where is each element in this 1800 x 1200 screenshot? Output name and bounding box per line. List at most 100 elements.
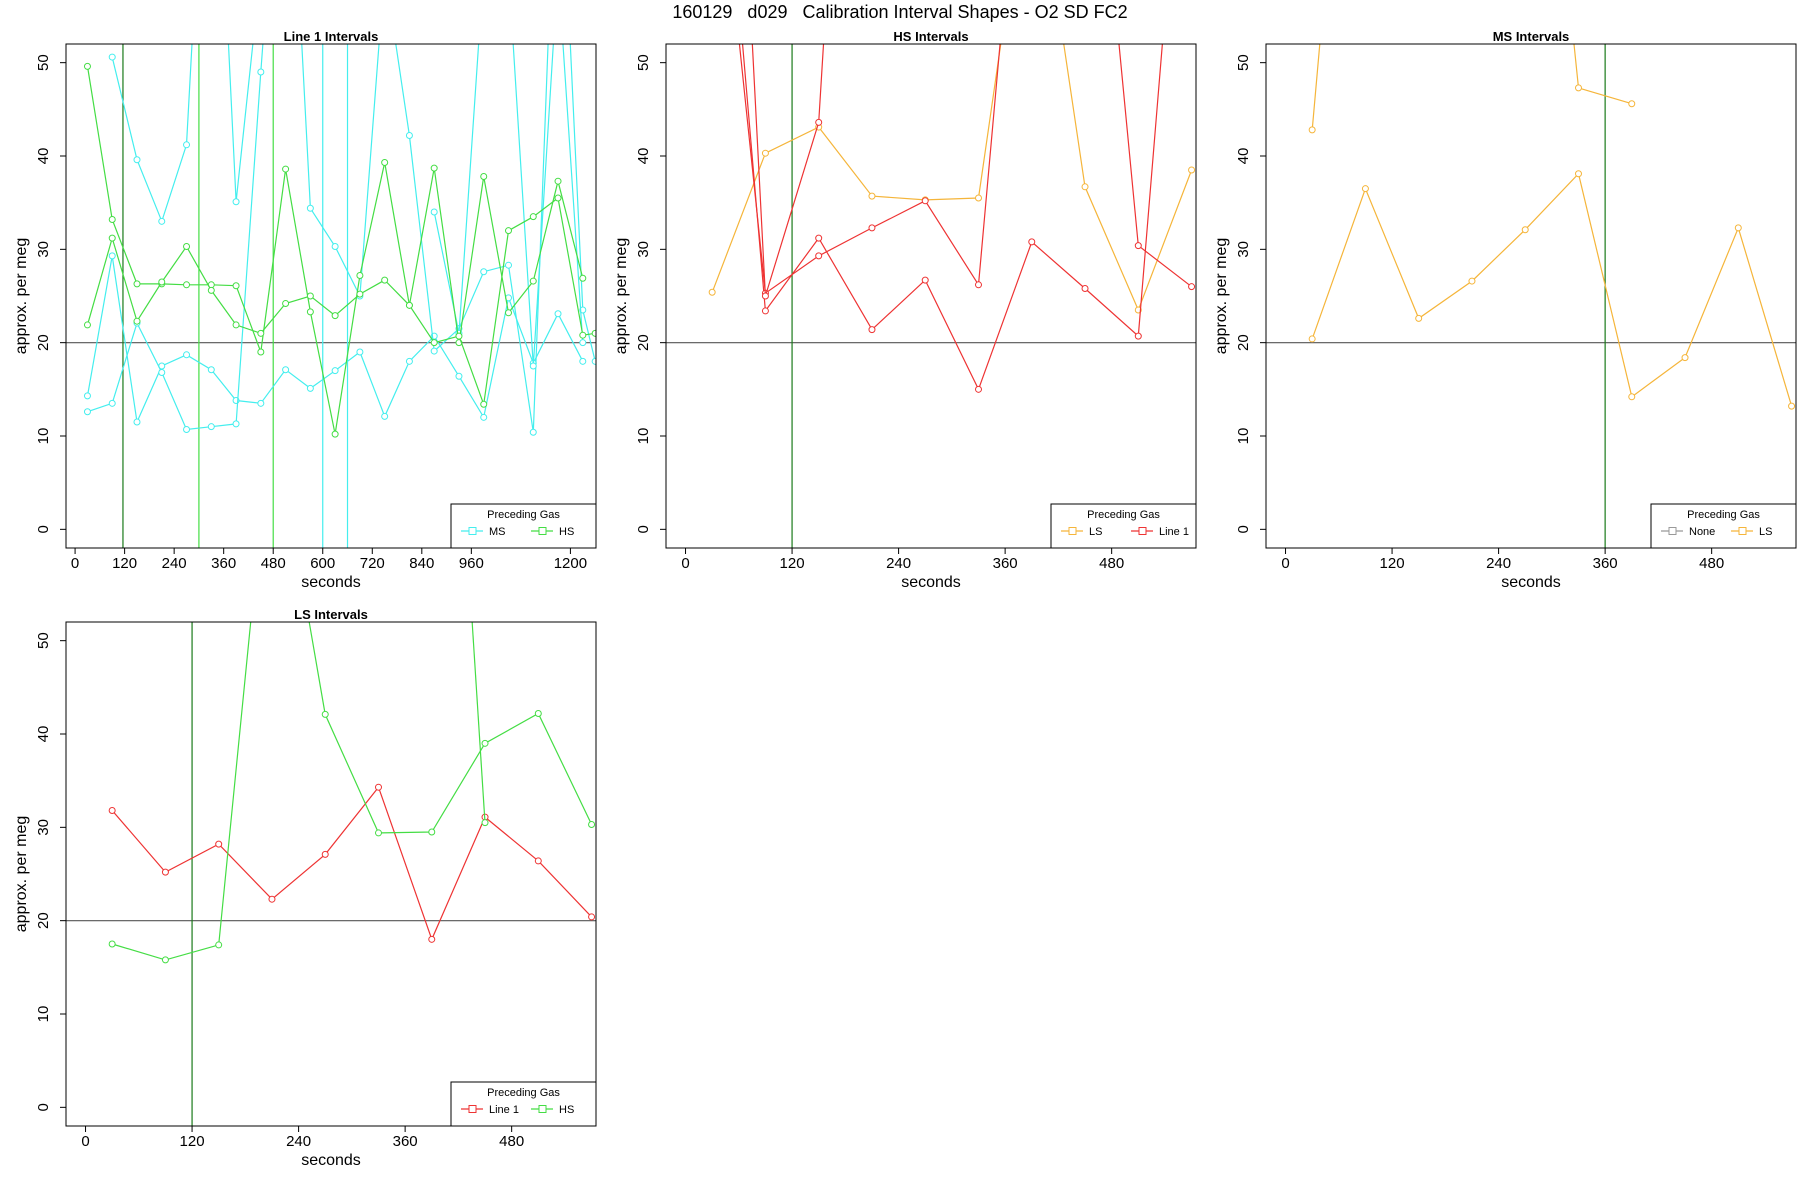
- x-tick-label: 0: [681, 555, 689, 572]
- y-tick-label: 30: [35, 819, 52, 836]
- y-tick-label: 20: [35, 912, 52, 929]
- data-point: [554, 310, 562, 318]
- y-tick-label: 50: [35, 54, 52, 71]
- legend-swatch-marker: [1738, 527, 1747, 535]
- data-point: [161, 868, 169, 876]
- legend: Preceding Gas None LS: [1650, 503, 1797, 549]
- x-tick-label: 960: [459, 555, 484, 572]
- plot-frame: [665, 43, 1197, 549]
- data-point: [708, 288, 716, 296]
- data-point: [480, 400, 488, 408]
- x-tick-label: 600: [310, 555, 335, 572]
- data-point: [282, 165, 290, 173]
- legend-title: Preceding Gas: [487, 509, 560, 521]
- x-tick-label: 360: [1593, 555, 1618, 572]
- data-point: [761, 149, 769, 157]
- data-point: [133, 317, 141, 325]
- main-title: 160129 d029 Calibration Interval Shapes …: [672, 2, 1128, 22]
- data-point: [1574, 84, 1582, 92]
- x-tick-label: 480: [499, 1133, 524, 1150]
- y-tick-label: 50: [635, 54, 652, 71]
- data-point: [257, 68, 265, 76]
- y-tick-label: 0: [635, 525, 652, 533]
- data-point: [108, 53, 116, 61]
- legend-box: [1050, 503, 1197, 549]
- legend-label: HS: [559, 1104, 574, 1116]
- data-point: [257, 329, 265, 337]
- y-tick-label: 30: [635, 241, 652, 258]
- y-axis-label: approx. per meg: [1213, 238, 1230, 355]
- y-tick-label: 10: [35, 1006, 52, 1023]
- data-point: [1308, 335, 1316, 343]
- data-point: [1468, 277, 1476, 285]
- data-point: [868, 224, 876, 232]
- y-axis-label: approx. per meg: [13, 816, 30, 933]
- data-point: [331, 312, 339, 320]
- data-point: [1628, 393, 1636, 401]
- data-point: [1308, 126, 1316, 134]
- data-point: [430, 347, 438, 355]
- x-tick-label: 240: [162, 555, 187, 572]
- data-point: [321, 850, 329, 858]
- data-point: [257, 348, 265, 356]
- data-point: [1134, 242, 1142, 250]
- data-point: [306, 204, 314, 212]
- x-tick-label: 1200: [554, 555, 587, 572]
- data-point: [1574, 170, 1582, 178]
- data-point: [207, 423, 215, 431]
- data-point: [504, 261, 512, 269]
- data-point: [1788, 402, 1796, 410]
- y-tick-label: 20: [635, 334, 652, 351]
- data-point: [306, 308, 314, 316]
- y-axis-label: approx. per meg: [613, 238, 630, 355]
- data-point: [161, 956, 169, 964]
- data-point: [534, 709, 542, 717]
- data-point: [455, 332, 463, 340]
- data-point: [374, 783, 382, 791]
- y-tick-label: 10: [635, 428, 652, 445]
- data-point: [306, 292, 314, 300]
- data-point: [815, 234, 823, 242]
- x-tick-label: 360: [993, 555, 1018, 572]
- x-axis-label: seconds: [301, 574, 361, 591]
- chart-title: MS Intervals: [1493, 29, 1570, 44]
- data-point: [1361, 185, 1369, 193]
- legend-label: LS: [1759, 526, 1772, 538]
- data-point: [381, 159, 389, 167]
- x-tick-label: 120: [1380, 555, 1405, 572]
- data-point: [108, 807, 116, 815]
- data-point: [529, 362, 537, 370]
- data-point: [282, 299, 290, 307]
- legend-box: [450, 1081, 597, 1127]
- series-line-hs: [86, 66, 584, 435]
- legend-swatch-marker: [1668, 527, 1677, 535]
- data-point: [481, 739, 489, 747]
- chart-title: LS Intervals: [294, 607, 368, 622]
- data-point: [1734, 224, 1742, 232]
- data-point: [232, 282, 240, 290]
- y-tick-label: 0: [1235, 525, 1252, 533]
- x-tick-label: 240: [886, 555, 911, 572]
- data-point: [405, 357, 413, 365]
- y-tick-label: 20: [35, 334, 52, 351]
- data-point: [232, 198, 240, 206]
- data-point: [481, 819, 489, 827]
- data-point: [815, 118, 823, 126]
- data-point: [381, 412, 389, 420]
- plot-frame: [1265, 43, 1797, 549]
- chart-panel-line1: Line 1 Intervals 0 120 240 360 480 600 720 840 96…: [13, 29, 597, 591]
- legend-label: Line 1: [1159, 526, 1189, 538]
- x-tick-label: 120: [180, 1133, 205, 1150]
- data-point: [207, 286, 215, 294]
- plot-area: [66, 622, 596, 1126]
- series-line-ms: [111, 44, 254, 224]
- x-tick-label: 360: [393, 1133, 418, 1150]
- x-tick-label: 120: [780, 555, 805, 572]
- data-point: [306, 384, 314, 392]
- x-tick-label: 120: [112, 555, 137, 572]
- data-point: [1415, 314, 1423, 322]
- x-tick-label: 240: [1486, 555, 1511, 572]
- y-tick-label: 10: [35, 428, 52, 445]
- series-line-ls: [1311, 172, 1793, 407]
- y-tick-label: 50: [35, 632, 52, 649]
